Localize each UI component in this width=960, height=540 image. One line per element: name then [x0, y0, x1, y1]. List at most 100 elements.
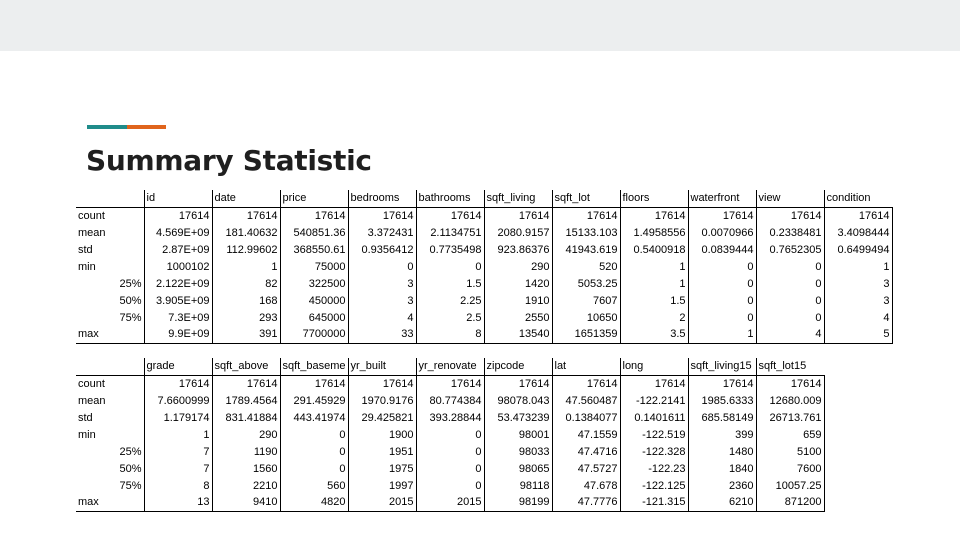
- table-cell: 0: [688, 258, 757, 275]
- table-cell: 0: [756, 275, 825, 292]
- table-cell: 3: [824, 275, 893, 292]
- table-cell: 10057.25: [756, 477, 825, 494]
- table-cell: 33: [348, 326, 417, 344]
- table-cell: 322500: [280, 275, 349, 292]
- table-cell: 0: [416, 460, 485, 477]
- table-cell: 47.560487: [552, 392, 621, 409]
- table-cell: 0.6499494: [824, 241, 893, 258]
- table-cell: 4.569E+09: [144, 224, 213, 241]
- table-cell: 98033: [484, 443, 553, 460]
- table-cell: 7.6600999: [144, 392, 213, 409]
- table-cell: 7600: [756, 460, 825, 477]
- table-cell: 17614: [620, 375, 689, 392]
- table-cell: 0: [688, 275, 757, 292]
- table-cell: 4: [824, 309, 893, 326]
- table-cell: 17614: [416, 375, 485, 392]
- table-cell: 0: [280, 443, 349, 460]
- table-cell: 13540: [484, 326, 553, 344]
- table-cell: 391: [212, 326, 281, 344]
- table-row: 25% 7 1190 0 1951 0 98033 47.4716 -122.328 1480 51…: [76, 443, 825, 460]
- table-cell: 290: [212, 426, 281, 443]
- table-row: count 17614 17614 17614 17614 17614 17614 17614…: [76, 207, 893, 224]
- column-header: sqft_lot15: [755, 358, 824, 376]
- table-cell: 8: [416, 326, 485, 344]
- table-cell: 17614: [212, 375, 281, 392]
- table-cell: 47.1559: [552, 426, 621, 443]
- column-header: condition: [823, 190, 892, 208]
- table-cell: 4: [756, 326, 825, 344]
- table-cell: 1: [620, 275, 689, 292]
- table-cell: 1: [824, 258, 893, 275]
- table-cell: 0: [688, 292, 757, 309]
- column-header: grade: [143, 358, 212, 376]
- table-cell: 47.678: [552, 477, 621, 494]
- table-cell: 0.1384077: [552, 409, 621, 426]
- row-label: 50%: [76, 292, 145, 309]
- table-cell: 1910: [484, 292, 553, 309]
- table-cell: 923.86376: [484, 241, 553, 258]
- table-cell: 293: [212, 309, 281, 326]
- table-cell: 1000102: [144, 258, 213, 275]
- table-row: 75% 7.3E+09 293 645000 4 2.5 2550 10650 2 0 0 4: [76, 309, 893, 326]
- slide-top-bar: [0, 0, 960, 51]
- table-cell: 2.5: [416, 309, 485, 326]
- table-cell: 2015: [348, 494, 417, 512]
- table-cell: 17614: [416, 207, 485, 224]
- table-cell: 1.179174: [144, 409, 213, 426]
- row-label: min: [76, 426, 145, 443]
- table-cell: 98078.043: [484, 392, 553, 409]
- table-cell: 560: [280, 477, 349, 494]
- table-cell: 1420: [484, 275, 553, 292]
- table-cell: 8: [144, 477, 213, 494]
- table-cell: 645000: [280, 309, 349, 326]
- table-cell: 1651359: [552, 326, 621, 344]
- table-cell: 17614: [280, 207, 349, 224]
- table-cell: 7.3E+09: [144, 309, 213, 326]
- table-corner-cell: [76, 190, 144, 208]
- table-cell: 17614: [484, 207, 553, 224]
- table-cell: 2.25: [416, 292, 485, 309]
- table-cell: 0.9356412: [348, 241, 417, 258]
- table-row: std 2.87E+09 112.99602 368550.61 0.9356412 0.…: [76, 241, 893, 258]
- table-cell: 0.2338481: [756, 224, 825, 241]
- table-cell: 831.41884: [212, 409, 281, 426]
- table-cell: 0.7735498: [416, 241, 485, 258]
- column-header: waterfront: [687, 190, 756, 208]
- table-row: std 1.179174 831.41884 443.41974 29.425821 39…: [76, 409, 825, 426]
- column-header: zipcode: [483, 358, 552, 376]
- table-cell: 2.87E+09: [144, 241, 213, 258]
- table-cell: 1840: [688, 460, 757, 477]
- table-cell: -122.125: [620, 477, 689, 494]
- table-cell: 0: [688, 309, 757, 326]
- table-cell: 5: [824, 326, 893, 344]
- column-header: date: [211, 190, 280, 208]
- table-cell: 75000: [280, 258, 349, 275]
- table-cell: 5053.25: [552, 275, 621, 292]
- table-cell: 399: [688, 426, 757, 443]
- table-cell: 47.4716: [552, 443, 621, 460]
- table-cell: 6210: [688, 494, 757, 512]
- table-cell: 0: [280, 460, 349, 477]
- table-cell: 1560: [212, 460, 281, 477]
- table-cell: 290: [484, 258, 553, 275]
- accent-bar-orange: [127, 125, 166, 129]
- table-cell: 3: [348, 292, 417, 309]
- table-cell: 9410: [212, 494, 281, 512]
- table-cell: 17614: [688, 375, 757, 392]
- table-cell: 10650: [552, 309, 621, 326]
- column-header: sqft_lot: [551, 190, 620, 208]
- table-cell: 3.5: [620, 326, 689, 344]
- table-cell: 17614: [552, 375, 621, 392]
- table-cell: 17614: [756, 375, 825, 392]
- table-cell: 17614: [756, 207, 825, 224]
- table-cell: 82: [212, 275, 281, 292]
- table-cell: 2080.9157: [484, 224, 553, 241]
- table-cell: 0.0070966: [688, 224, 757, 241]
- table-cell: 2.122E+09: [144, 275, 213, 292]
- table-cell: 0: [756, 292, 825, 309]
- row-label: 75%: [76, 477, 145, 494]
- table-cell: 1.5: [416, 275, 485, 292]
- table-cell: 2.1134751: [416, 224, 485, 241]
- table-row: mean 7.6600999 1789.4564 291.45929 1970.9176…: [76, 392, 825, 409]
- row-label: max: [76, 494, 145, 512]
